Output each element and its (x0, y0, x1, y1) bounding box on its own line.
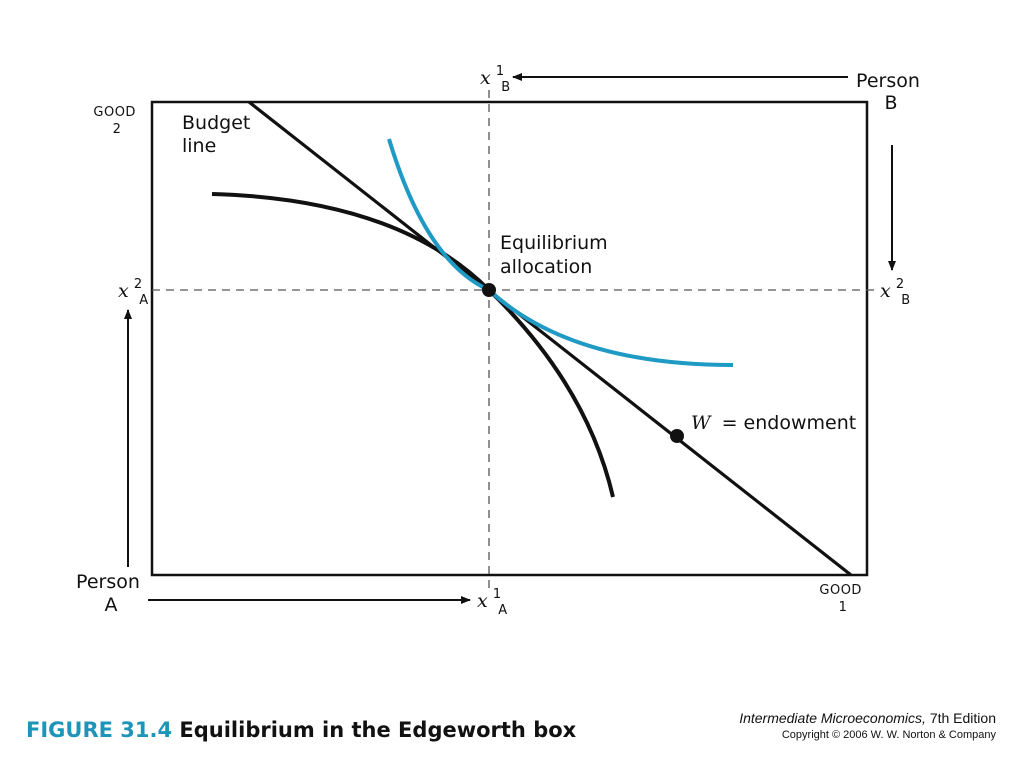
endowment-point (670, 429, 684, 443)
good-2-label: GOOD 2 (93, 105, 140, 137)
book-title-line: Intermediate Microeconomics, 7th Edition (739, 710, 996, 726)
budget-line-label: Budget line (182, 112, 256, 157)
figure-caption: FIGURE 31.4 Equilibrium in the Edgeworth… (26, 718, 576, 742)
good-1-label: GOOD 1 (819, 583, 866, 615)
person-b-label: Person B (856, 70, 926, 114)
person-a-label: Person A (76, 571, 146, 616)
book-title: Intermediate Microeconomics, (739, 710, 926, 726)
endowment-label: W = endowment (691, 412, 856, 434)
book-edition: 7th Edition (929, 710, 996, 726)
x-b1-label: x 1 B (480, 60, 510, 95)
edgeworth-box (150, 100, 869, 577)
x-a1-label: x 1 A (477, 583, 507, 618)
budget-line (248, 100, 852, 577)
book-credit: Intermediate Microeconomics, 7th Edition… (739, 710, 996, 741)
x-a2-label: x 2 A (118, 273, 148, 308)
figure-number: FIGURE 31.4 (26, 718, 173, 742)
x-b2-label: x 2 B (880, 273, 910, 308)
equilibrium-allocation-label: Equilibrium allocation (500, 232, 614, 278)
copyright-notice: Copyright © 2006 W. W. Norton & Company (781, 729, 996, 741)
figure-title: Equilibrium in the Edgeworth box (179, 718, 577, 742)
equilibrium-point (482, 283, 496, 297)
